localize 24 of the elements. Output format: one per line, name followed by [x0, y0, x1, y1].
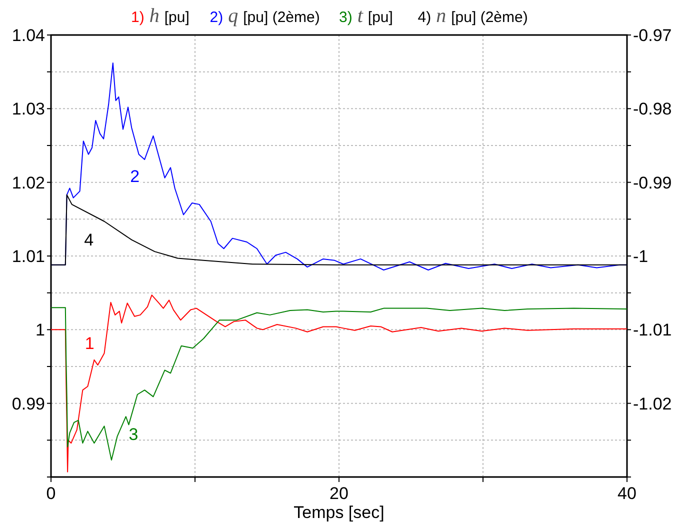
y2-tick-label: -1 [633, 246, 648, 266]
annotation: 3 [128, 425, 138, 444]
x-axis-title: Temps [sec] [294, 503, 384, 522]
text: 2) q [pu] (2ème) [210, 5, 320, 27]
y2-tick-label: -1.01 [633, 320, 672, 340]
text: 1) h [pu] [131, 5, 190, 27]
y-tick-label: 1 [36, 320, 45, 340]
text: 3) t [pu] [339, 5, 393, 27]
x-tick-label: 40 [618, 484, 636, 503]
y-tick-label: 1.04 [12, 26, 45, 45]
y2-tick-label: -0.97 [633, 26, 672, 45]
text: 4) n [pu] (2ème) [418, 5, 528, 27]
y-tick-label: 0.99 [12, 394, 45, 414]
y2-tick-label: -1.02 [633, 394, 672, 414]
y-tick-label: 1.03 [12, 100, 45, 119]
annotation: 2 [130, 166, 140, 186]
annotation: 1 [84, 334, 94, 353]
y-tick-label: 1.02 [12, 173, 45, 192]
y2-tick-label: -0.98 [633, 100, 672, 119]
x-tick-label: 0 [46, 484, 56, 503]
y-tick-label: 1.01 [12, 246, 45, 266]
annotation: 4 [84, 230, 94, 250]
y2-tick-label: -0.99 [633, 173, 672, 192]
x-tick-label: 20 [330, 484, 348, 503]
